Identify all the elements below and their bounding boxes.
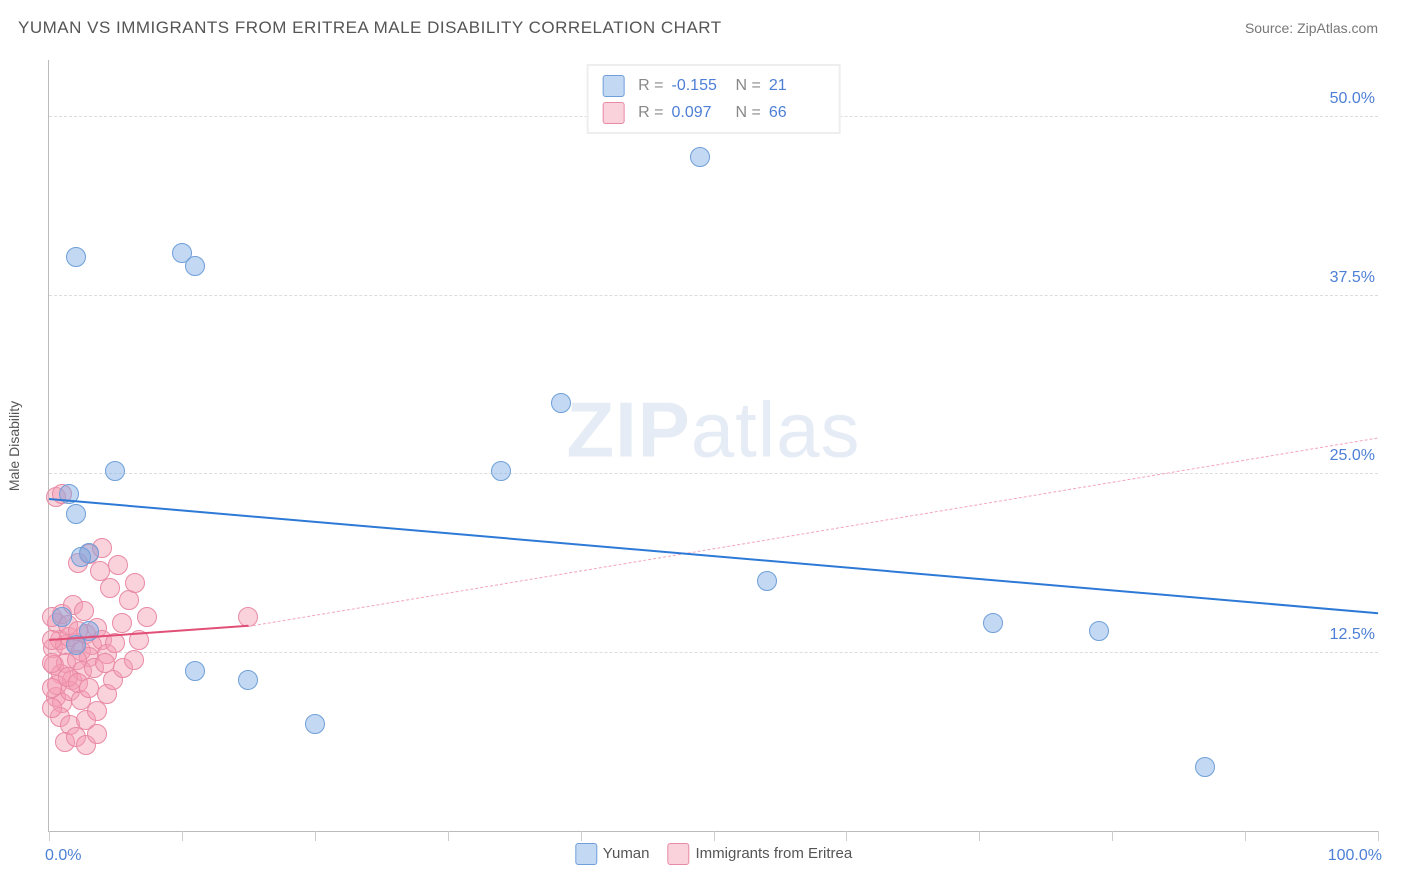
trend-line bbox=[49, 498, 1378, 614]
swatch-pink-icon bbox=[668, 843, 690, 865]
data-point bbox=[42, 678, 62, 698]
r-value-blue: -0.155 bbox=[672, 72, 728, 99]
data-point bbox=[185, 661, 205, 681]
gridline bbox=[49, 295, 1378, 296]
data-point bbox=[66, 504, 86, 524]
chart-title: YUMAN VS IMMIGRANTS FROM ERITREA MALE DI… bbox=[18, 18, 722, 38]
x-tick bbox=[1112, 831, 1113, 841]
data-point bbox=[690, 147, 710, 167]
legend-item-blue: Yuman bbox=[575, 843, 650, 865]
data-point bbox=[66, 247, 86, 267]
swatch-blue-icon bbox=[575, 843, 597, 865]
legend-row-pink: R = 0.097 N = 66 bbox=[602, 99, 825, 126]
y-tick-label: 37.5% bbox=[1326, 269, 1379, 287]
data-point bbox=[87, 724, 107, 744]
y-tick-label: 50.0% bbox=[1326, 90, 1379, 108]
data-point bbox=[90, 561, 110, 581]
data-point bbox=[757, 571, 777, 591]
data-point bbox=[305, 714, 325, 734]
data-point bbox=[238, 670, 258, 690]
x-tick bbox=[49, 831, 50, 841]
swatch-pink bbox=[602, 102, 624, 124]
legend-item-pink: Immigrants from Eritrea bbox=[668, 843, 853, 865]
gridline bbox=[49, 473, 1378, 474]
y-tick-label: 25.0% bbox=[1326, 447, 1379, 465]
x-tick bbox=[182, 831, 183, 841]
data-point bbox=[124, 650, 144, 670]
data-point bbox=[491, 461, 511, 481]
scatter-chart: ZIPatlas R = -0.155 N = 21 R = 0.097 N =… bbox=[48, 60, 1378, 832]
data-point bbox=[71, 547, 91, 567]
data-point bbox=[79, 678, 99, 698]
data-point bbox=[1089, 621, 1109, 641]
data-point bbox=[52, 607, 72, 627]
x-tick bbox=[1245, 831, 1246, 841]
x-tick bbox=[581, 831, 582, 841]
data-point bbox=[87, 701, 107, 721]
y-tick-label: 12.5% bbox=[1326, 626, 1379, 644]
x-tick bbox=[979, 831, 980, 841]
data-point bbox=[1195, 757, 1215, 777]
n-value-pink: 66 bbox=[769, 99, 825, 126]
x-tick-label: 100.0% bbox=[1328, 847, 1382, 865]
data-point bbox=[119, 590, 139, 610]
watermark: ZIPatlas bbox=[566, 385, 860, 476]
data-point bbox=[983, 613, 1003, 633]
n-value-blue: 21 bbox=[769, 72, 825, 99]
x-tick bbox=[714, 831, 715, 841]
data-point bbox=[125, 573, 145, 593]
x-tick bbox=[448, 831, 449, 841]
correlation-legend: R = -0.155 N = 21 R = 0.097 N = 66 bbox=[586, 64, 841, 134]
data-point bbox=[137, 607, 157, 627]
data-point bbox=[185, 256, 205, 276]
data-point bbox=[108, 555, 128, 575]
data-point bbox=[100, 578, 120, 598]
x-tick bbox=[1378, 831, 1379, 841]
chart-header: YUMAN VS IMMIGRANTS FROM ERITREA MALE DI… bbox=[0, 0, 1406, 48]
source-attribution: Source: ZipAtlas.com bbox=[1245, 20, 1378, 36]
x-tick-label: 0.0% bbox=[45, 847, 81, 865]
data-point bbox=[551, 393, 571, 413]
x-tick bbox=[846, 831, 847, 841]
series-legend: Yuman Immigrants from Eritrea bbox=[575, 843, 852, 865]
data-point bbox=[42, 698, 62, 718]
gridline bbox=[49, 652, 1378, 653]
r-value-pink: 0.097 bbox=[672, 99, 728, 126]
data-point bbox=[112, 613, 132, 633]
data-point bbox=[74, 601, 94, 621]
swatch-blue bbox=[602, 75, 624, 97]
x-tick bbox=[315, 831, 316, 841]
y-axis-label: Male Disability bbox=[6, 401, 22, 491]
data-point bbox=[42, 653, 62, 673]
legend-row-blue: R = -0.155 N = 21 bbox=[602, 72, 825, 99]
data-point bbox=[105, 461, 125, 481]
